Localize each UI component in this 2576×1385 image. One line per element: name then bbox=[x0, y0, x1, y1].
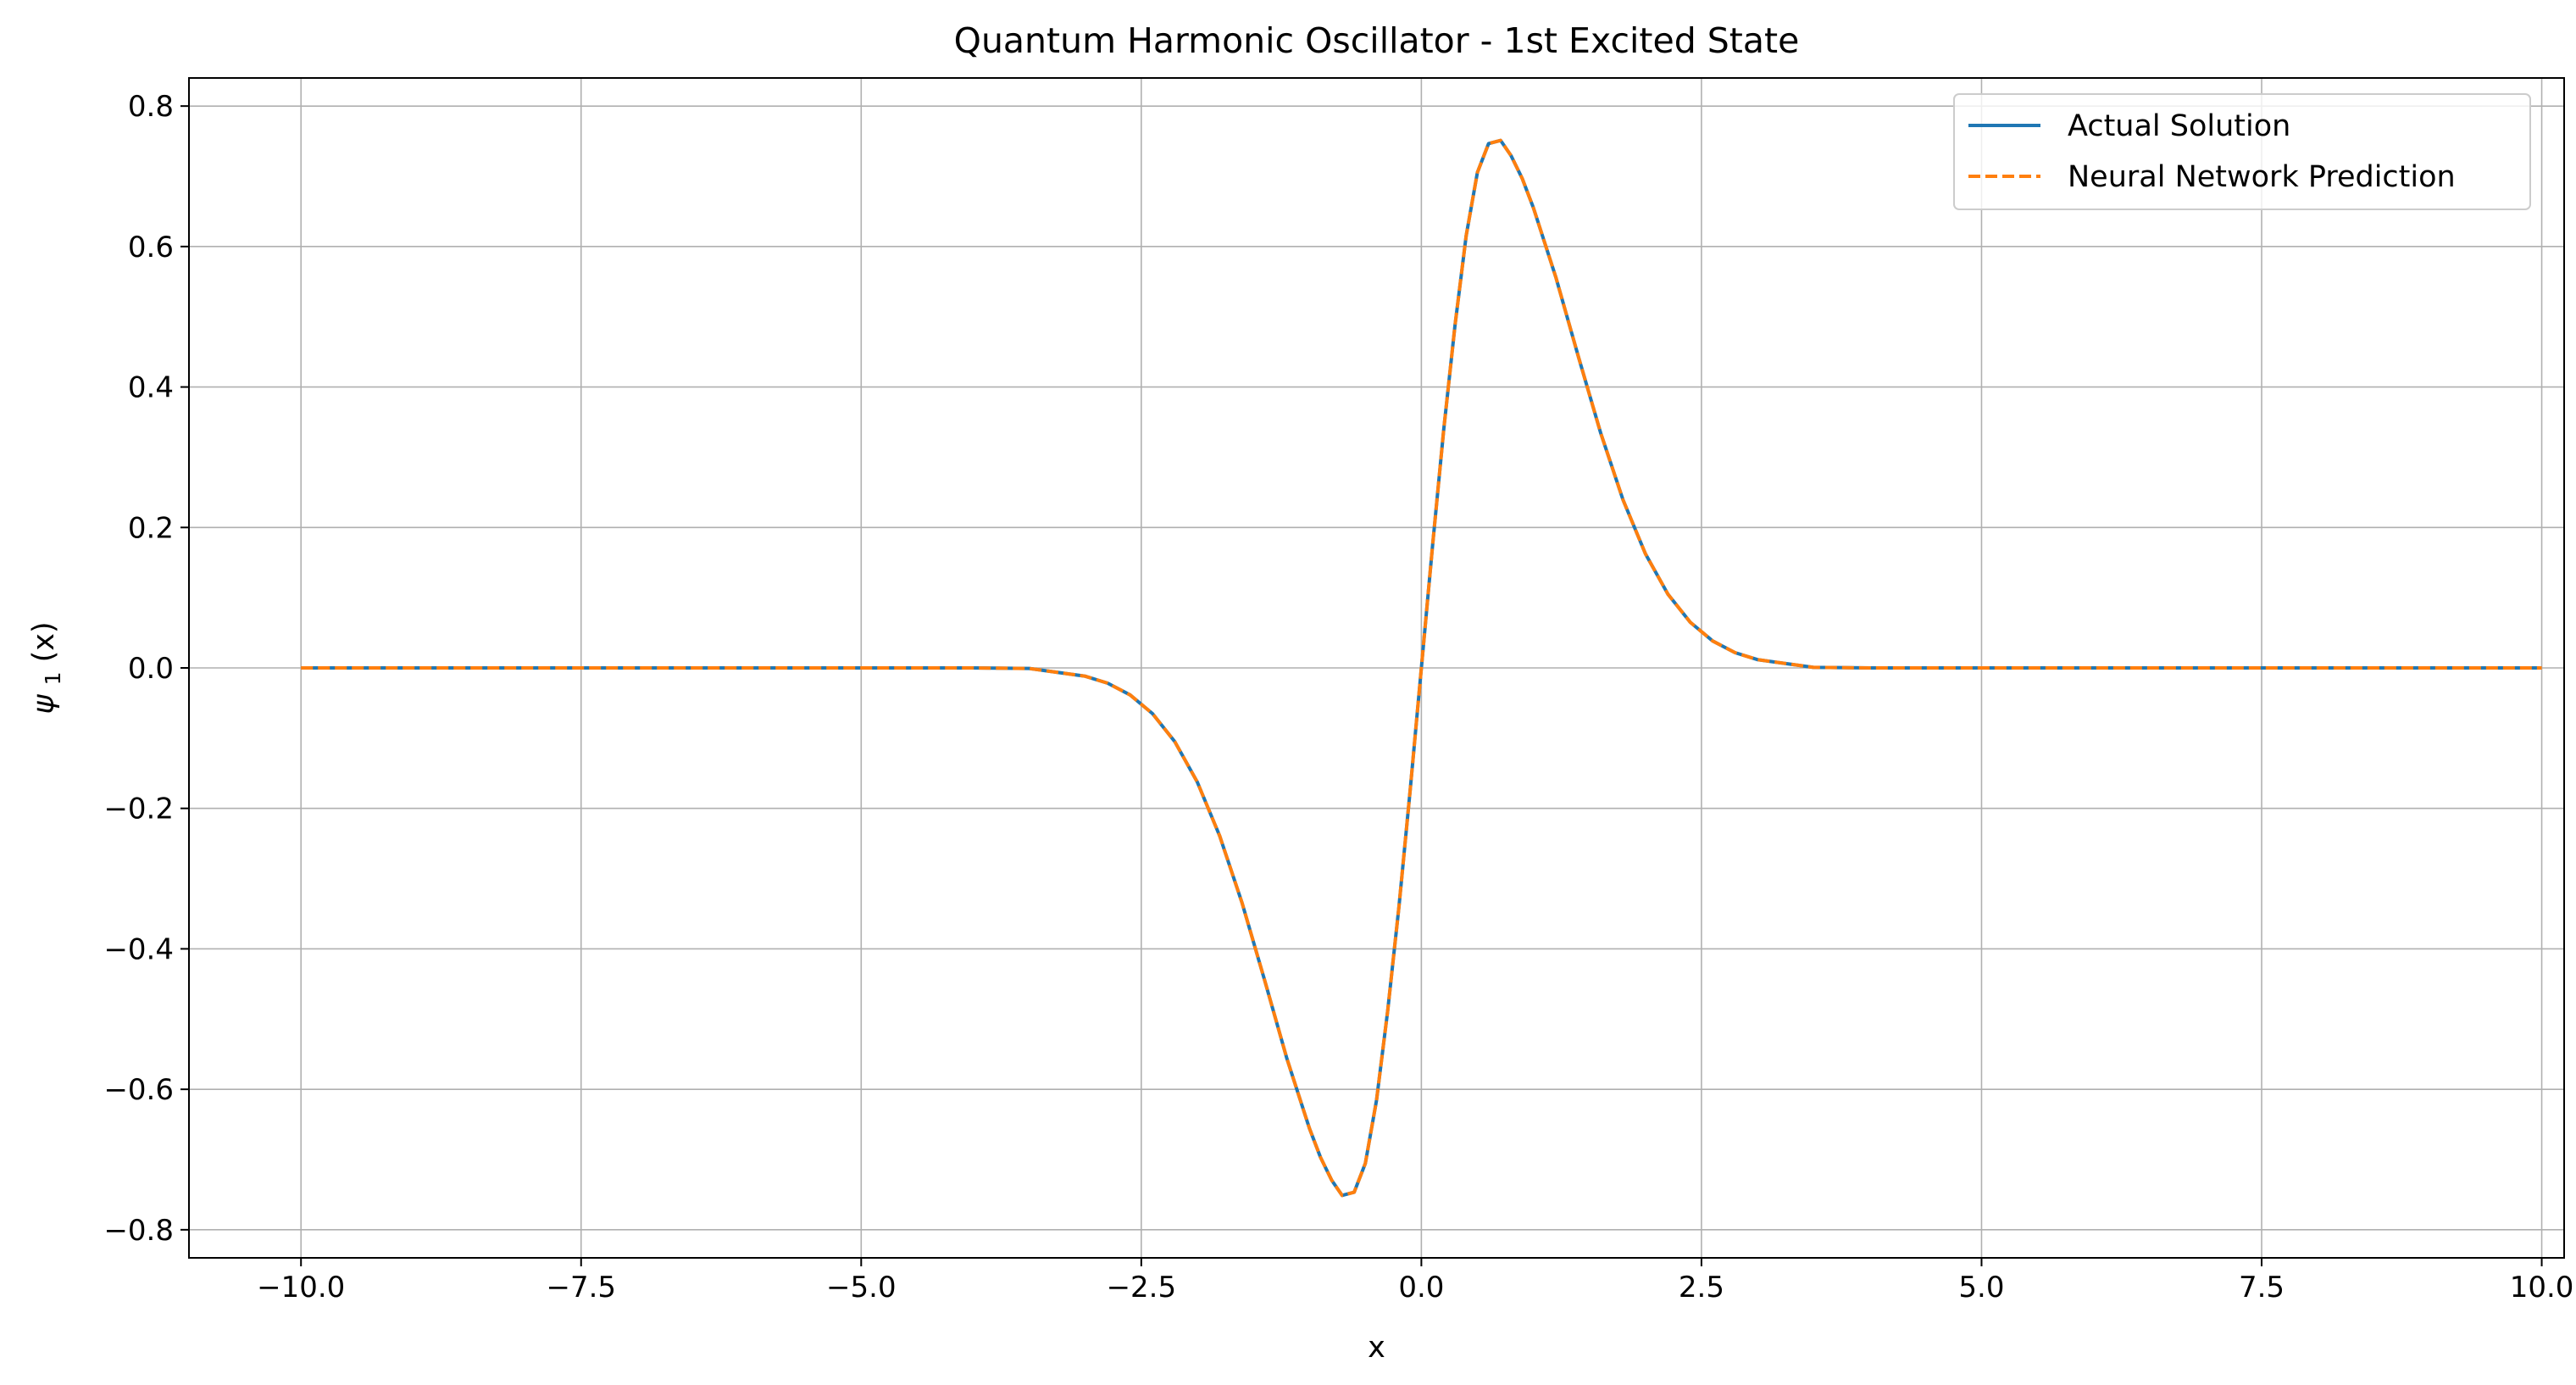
x-tick-label: −5.0 bbox=[826, 1271, 897, 1304]
y-tick-label: −0.8 bbox=[103, 1214, 174, 1248]
x-axis-label: x bbox=[1368, 1331, 1385, 1365]
y-tick-label: 0.0 bbox=[128, 652, 174, 686]
y-tick-label: 0.2 bbox=[128, 511, 174, 545]
y-tick-label: −0.6 bbox=[103, 1073, 174, 1107]
chart-title: Quantum Harmonic Oscillator - 1st Excite… bbox=[954, 20, 1800, 61]
x-tick-label: 7.5 bbox=[2239, 1271, 2285, 1304]
x-tick-label: 0.0 bbox=[1398, 1271, 1444, 1304]
legend-box bbox=[1953, 93, 2531, 210]
x-tick-label: 10.0 bbox=[2510, 1271, 2574, 1304]
legend-label-neural-network-prediction: Neural Network Prediction bbox=[2068, 160, 2456, 194]
y-axis-ticks: −0.8 −0.6 −0.4 −0.2 0.0 0.2 0.4 0.6 0.8 bbox=[103, 90, 189, 1248]
x-tick-label: −7.5 bbox=[546, 1271, 616, 1304]
y-tick-label: 0.8 bbox=[128, 90, 174, 124]
x-tick-label: −2.5 bbox=[1107, 1271, 1177, 1304]
x-tick-label: 2.5 bbox=[1679, 1271, 1724, 1304]
x-tick-label: −10.0 bbox=[257, 1271, 345, 1304]
x-axis-ticks: −10.0 −7.5 −5.0 −2.5 0.0 2.5 5.0 7.5 10.0 bbox=[257, 1258, 2573, 1304]
series-lines bbox=[301, 138, 2542, 1198]
y-tick-label: 0.4 bbox=[128, 371, 174, 405]
y-tick-label: −0.4 bbox=[103, 932, 174, 966]
legend-label-actual-solution: Actual Solution bbox=[2068, 109, 2290, 143]
x-tick-label: 5.0 bbox=[1958, 1271, 2004, 1304]
y-tick-label: −0.2 bbox=[103, 793, 174, 826]
series-line-neural-network-prediction bbox=[301, 138, 2542, 1198]
y-axis-label: ψ 1 (x) bbox=[27, 621, 68, 714]
legend: Actual Solution Neural Network Predictio… bbox=[1953, 93, 2531, 210]
y-tick-label: 0.6 bbox=[128, 231, 174, 264]
